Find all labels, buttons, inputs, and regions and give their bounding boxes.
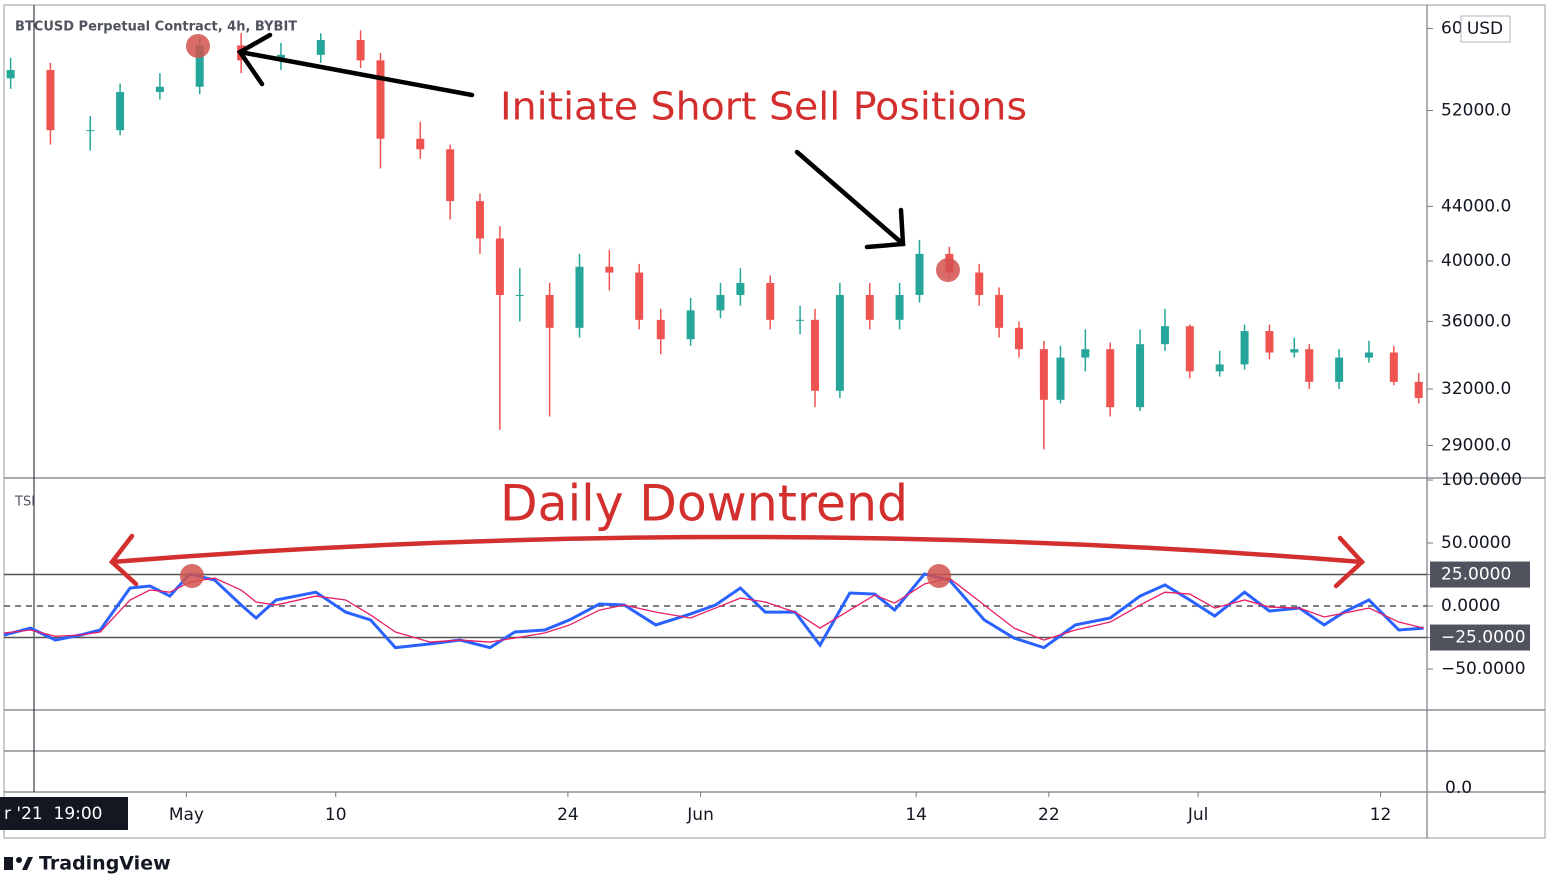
candle-body <box>1335 357 1344 382</box>
y-tick-highlight <box>1430 561 1530 588</box>
candle-body <box>446 149 455 202</box>
crosshair-label-box <box>0 797 128 830</box>
candle-body <box>46 70 55 131</box>
candle-body <box>1265 331 1274 353</box>
candle-body <box>1015 327 1024 350</box>
candle-body <box>86 130 95 132</box>
currency-box[interactable] <box>1460 15 1511 43</box>
candle-body <box>835 294 844 391</box>
y-tick-label: 52000.0 <box>1441 100 1511 120</box>
candle-body <box>575 266 584 328</box>
pane-separators <box>4 5 1545 838</box>
candle-body <box>1414 381 1423 399</box>
candle-body <box>895 294 904 320</box>
candle-body <box>356 40 365 61</box>
empty-pane-tick: 0.0 <box>1445 778 1472 798</box>
candle-body <box>796 319 805 321</box>
candle-body <box>716 294 725 311</box>
candle-body <box>1136 344 1145 408</box>
x-tick-label: 22 <box>1038 805 1060 825</box>
candle-body <box>736 282 745 295</box>
candle-body <box>975 272 984 295</box>
candle-body <box>1240 331 1249 365</box>
candle-body <box>656 319 665 340</box>
candle-body <box>416 138 425 150</box>
y-tick-label: 40000.0 <box>1441 251 1511 271</box>
candle-body <box>1215 364 1224 372</box>
x-tick-label: 10 <box>325 805 347 825</box>
candle-body <box>495 238 504 295</box>
y-tick-label: −50.0000 <box>1441 659 1526 679</box>
candle-body <box>515 294 524 296</box>
candle-body <box>605 266 614 273</box>
y-tick-label: 50.0000 <box>1441 533 1511 553</box>
candle-body <box>1081 349 1090 358</box>
candle-body <box>1389 352 1398 382</box>
candle-body <box>1305 349 1314 382</box>
y-tick-label: 36000.0 <box>1441 311 1511 331</box>
annotation: Initiate Short Sell Positions <box>500 85 1027 129</box>
tsi-line <box>3 577 1424 643</box>
y-tick-label: 29000.0 <box>1441 435 1511 455</box>
chart-title: BTCUSD Perpetual Contract, 4h, BYBIT <box>15 20 297 35</box>
y-tick-label: 32000.0 <box>1441 379 1511 399</box>
y-tick-label: 0.0000 <box>1441 596 1500 616</box>
x-tick-label: 12 <box>1370 805 1392 825</box>
candle-body <box>766 282 775 320</box>
annotation: Daily Downtrend <box>500 475 908 533</box>
candle-body <box>915 253 924 295</box>
candle-body <box>1106 349 1115 408</box>
candle-body <box>995 294 1004 328</box>
candle-body <box>316 40 325 55</box>
candle-body <box>1039 349 1048 400</box>
candle-body <box>1160 326 1169 345</box>
highlight-dots <box>180 34 960 588</box>
x-tick-label: May <box>169 805 204 825</box>
frame <box>3 4 1546 839</box>
crosshair-label: r '21 19:00 <box>4 804 103 824</box>
x-tick-label: Jun <box>686 805 714 825</box>
candle-body <box>686 310 695 340</box>
candle-body <box>1185 326 1194 372</box>
candle-body <box>545 294 554 328</box>
pane-title: TSI <box>14 495 35 510</box>
candle-body <box>376 60 385 139</box>
candle-body <box>635 272 644 320</box>
brand: TradingView <box>39 853 171 875</box>
candle-body <box>1290 349 1299 353</box>
y-tick-label: 100.0000 <box>1441 470 1522 490</box>
candle-body <box>116 92 125 131</box>
x-tick-label: Jul <box>1187 805 1209 825</box>
arrows <box>236 32 906 250</box>
candle-body <box>1364 352 1373 358</box>
candle-body <box>155 86 164 93</box>
y-tick-label: −25.0000 <box>1441 628 1526 648</box>
trend-arc <box>108 533 1366 589</box>
candle-body <box>475 201 484 239</box>
y-tick-label: 44000.0 <box>1441 196 1511 216</box>
brand-logo <box>4 857 33 870</box>
y-tick-highlight <box>1430 624 1530 651</box>
candle-body <box>6 70 15 79</box>
tsi-pane: 100.0000 50.0000 25.0000 0.0000 −25.0000 −50.… <box>3 470 1530 679</box>
x-tick-label: 24 <box>557 805 579 825</box>
y-tick-label: 25.0000 <box>1441 565 1511 585</box>
candle-body <box>811 319 820 391</box>
price-pane: 60000.052000.044000.040000.036000.032000… <box>6 18 1511 455</box>
x-tick-label: 14 <box>905 805 927 825</box>
candle-body <box>195 45 204 87</box>
currency[interactable]: USD <box>1467 19 1503 39</box>
candle-body <box>1056 357 1065 400</box>
candle-body <box>865 294 874 320</box>
